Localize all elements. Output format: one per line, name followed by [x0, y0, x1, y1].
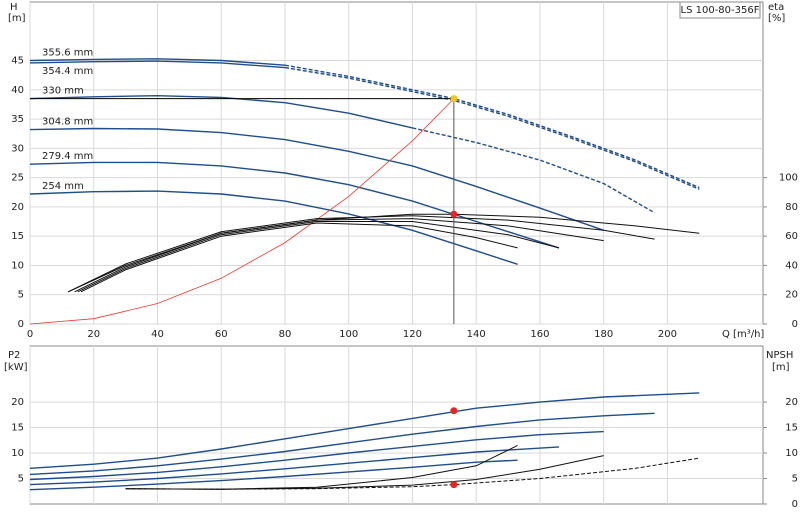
x-label: Q [m³/h] — [722, 329, 764, 340]
y-tick-label: 45 — [11, 56, 24, 67]
y2-tick-label: 10 — [785, 448, 798, 459]
curve-label: 279.4 mm — [42, 151, 93, 162]
curve — [29, 430, 604, 481]
curve — [29, 190, 518, 265]
x-tick-label: 140 — [467, 329, 486, 340]
x-tick-label: 40 — [151, 329, 164, 340]
y2-unit: [m] — [772, 362, 790, 373]
curve — [29, 60, 286, 69]
y-tick-label: 5 — [18, 474, 24, 485]
y2-label: eta — [768, 2, 784, 13]
x-tick-label: 20 — [87, 329, 100, 340]
y-tick-label: 35 — [11, 114, 24, 125]
y-tick-label: 15 — [11, 423, 24, 434]
y-tick-label: 15 — [11, 231, 24, 242]
y2-tick-label: 0 — [792, 499, 798, 510]
duty-point — [450, 407, 458, 415]
curve — [412, 127, 655, 214]
curve — [29, 446, 560, 486]
curve — [29, 98, 455, 325]
y2-tick-label: 60 — [785, 231, 798, 242]
curve — [67, 215, 655, 293]
curve — [29, 412, 655, 476]
curve — [29, 94, 413, 129]
y-tick-label: 0 — [18, 319, 24, 330]
y-tick-label: 5 — [18, 290, 24, 301]
y2-tick-label: 80 — [785, 202, 798, 213]
curve — [29, 392, 700, 469]
y2-tick-label: 5 — [792, 474, 798, 485]
curve — [29, 127, 604, 231]
y-tick-label: 10 — [11, 260, 24, 271]
curve — [29, 58, 286, 66]
y-tick-label: 20 — [11, 397, 24, 408]
curve — [125, 455, 604, 490]
y-tick-label: 25 — [11, 173, 24, 184]
duty-point — [450, 210, 458, 218]
y-unit: [kW] — [4, 362, 28, 373]
curve — [29, 161, 560, 249]
x-tick-label: 100 — [339, 329, 358, 340]
curve — [77, 221, 560, 293]
curve — [80, 222, 518, 293]
y2-tick-label: 100 — [779, 173, 798, 184]
curve — [125, 444, 518, 490]
y-tick-label: 30 — [11, 143, 24, 154]
y2-unit: [%] — [768, 13, 785, 24]
curve — [67, 213, 700, 293]
x-tick-label: 120 — [403, 329, 422, 340]
curve-label: 355.6 mm — [42, 48, 93, 59]
plot-frame — [29, 345, 764, 505]
curve — [284, 64, 700, 189]
curve-label: 304.8 mm — [42, 117, 93, 128]
curve — [284, 66, 700, 190]
y2-tick-label: 20 — [785, 290, 798, 301]
y2-tick-label: 15 — [785, 423, 798, 434]
duty-point — [450, 95, 458, 103]
duty-point — [450, 481, 458, 489]
x-tick-label: 180 — [594, 329, 613, 340]
y2-label: NPSH — [766, 350, 793, 361]
curve-label: 254 mm — [42, 181, 84, 192]
y-unit: [m] — [8, 13, 26, 24]
x-tick-label: 0 — [27, 329, 33, 340]
curve-label: 330 mm — [42, 86, 84, 97]
y2-tick-label: 20 — [785, 397, 798, 408]
chart-title: LS 100-80-356F — [681, 5, 760, 16]
curve — [74, 218, 604, 293]
y-tick-label: 10 — [11, 448, 24, 459]
curve-label: 354.4 mm — [42, 66, 93, 77]
x-tick-label: 60 — [215, 329, 228, 340]
y-tick-label: 20 — [11, 202, 24, 213]
curve — [29, 459, 518, 491]
x-tick-label: 80 — [279, 329, 292, 340]
y-label: P2 — [8, 350, 20, 361]
x-tick-label: 160 — [530, 329, 549, 340]
y2-tick-label: 0 — [792, 319, 798, 330]
y2-tick-label: 40 — [785, 260, 798, 271]
x-tick-label: 200 — [658, 329, 677, 340]
y-tick-label: 40 — [11, 85, 24, 96]
title-box — [679, 1, 761, 19]
y-label: H — [10, 2, 18, 13]
